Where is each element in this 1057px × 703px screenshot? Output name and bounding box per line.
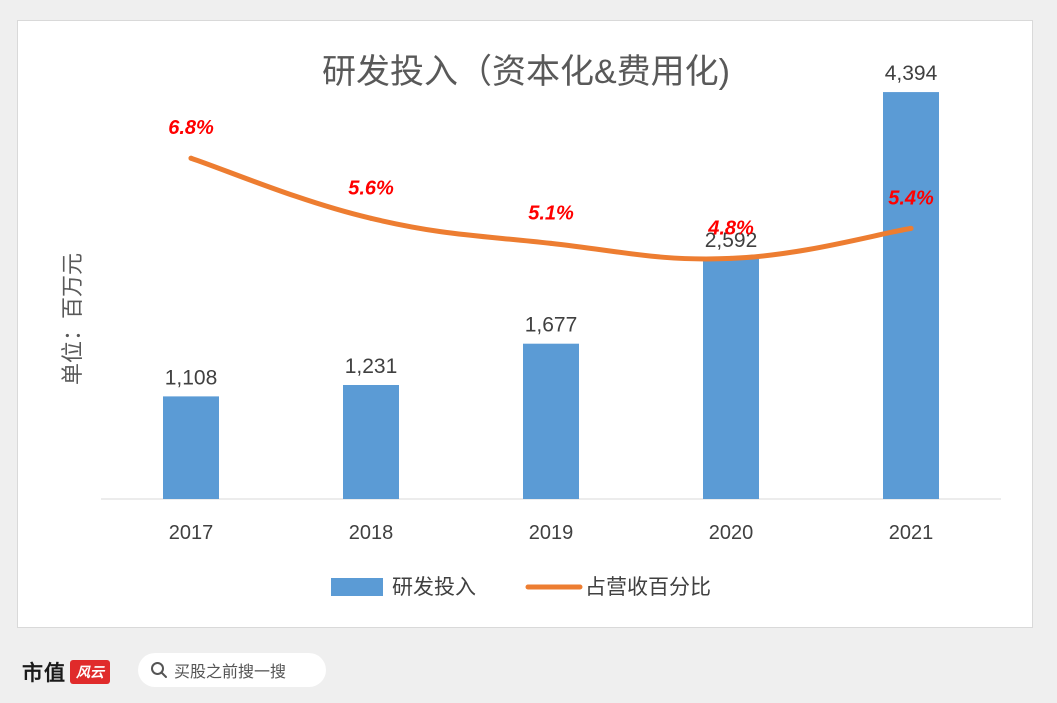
search-text: 买股之前搜一搜	[174, 662, 287, 681]
bar-2020	[703, 258, 759, 499]
percent-point-2021	[908, 225, 914, 231]
percent-label-2017: 6.8%	[168, 117, 214, 139]
x-tick-2019: 2019	[529, 522, 574, 544]
bar-2019	[523, 343, 579, 499]
bar-label-2020: 2,592	[705, 229, 758, 252]
x-tick-2020: 2020	[709, 522, 754, 544]
footer-bar: 市值 风云 买股之前搜一搜	[0, 640, 1057, 703]
brand-name: 市值	[22, 660, 66, 685]
percent-point-2019	[548, 240, 554, 246]
search-box[interactable]: 买股之前搜一搜	[138, 653, 326, 687]
search-icon	[151, 662, 167, 678]
chart-title: 研发投入（资本化&费用化)	[322, 53, 730, 91]
percent-label-2021: 5.4%	[888, 187, 934, 209]
percent-label-2020: 4.8%	[707, 217, 754, 239]
bar-label-2021: 4,394	[885, 62, 938, 85]
percent-point-2017	[188, 155, 194, 161]
bar-2021	[883, 92, 939, 499]
y-axis-label: 单位：百万元	[60, 253, 85, 385]
legend-swatch-bar	[331, 578, 383, 596]
bar-2017	[163, 396, 219, 499]
brand-logo[interactable]: 市值 风云	[22, 657, 110, 687]
percent-label-2018: 5.6%	[348, 177, 394, 199]
percent-point-2018	[368, 215, 374, 221]
x-tick-2017: 2017	[169, 522, 214, 544]
percent-label-2019: 5.1%	[528, 202, 574, 224]
bar-2018	[343, 384, 399, 499]
legend-label-line: 占营收百分比	[585, 576, 711, 599]
brand-seal: 风云	[70, 660, 110, 684]
percent-point-2020	[728, 255, 734, 261]
chart-card: 研发投入（资本化&费用化) 单位：百万元 1,108 1,231 1,677 2,592 4…	[17, 20, 1033, 628]
x-tick-2018: 2018	[349, 522, 394, 544]
chart-canvas: 研发投入（资本化&费用化)单位：百万元 1,108 1,2311,6772,5924…	[60, 53, 1001, 599]
bar-label-2018: 1,231	[345, 355, 398, 378]
bar-label-2017: 1,108	[165, 366, 218, 389]
legend-label-bar: 研发投入	[392, 576, 476, 599]
bar-label-2019: 1,677	[525, 314, 578, 337]
x-tick-2021: 2021	[889, 522, 934, 544]
